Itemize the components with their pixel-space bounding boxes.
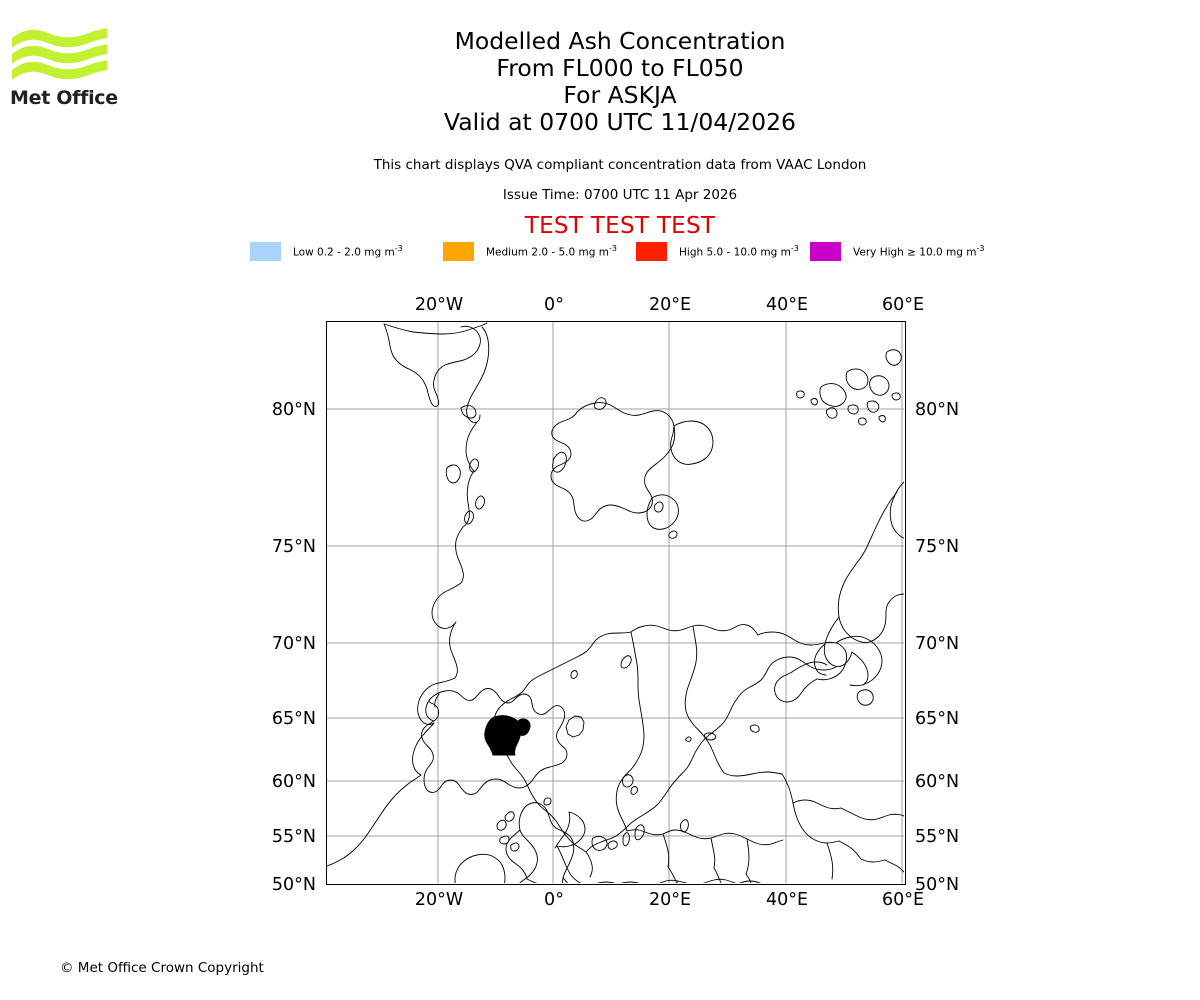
lat-label-left-65°N: 65°N xyxy=(271,709,316,729)
chart-subtitle-block: This chart displays QVA compliant concen… xyxy=(240,155,1000,205)
lat-label-left-55°N: 55°N xyxy=(271,827,316,847)
legend-label-high: High 5.0 - 10.0 mg m-3 xyxy=(679,244,799,259)
test-banner: TEST TEST TEST xyxy=(524,213,716,239)
lat-label-left-60°N: 60°N xyxy=(271,772,316,792)
lat-label-right-50°N: 50°N xyxy=(915,875,960,895)
valid-time-line: Valid at 0700 UTC 11/04/2026 xyxy=(444,108,796,136)
legend-swatch-medium xyxy=(443,241,474,261)
map-gridlines xyxy=(327,322,904,883)
legend-entry-high: High 5.0 - 10.0 mg m-3 xyxy=(636,241,799,261)
lat-label-right-75°N: 75°N xyxy=(915,537,960,557)
lat-label-right-70°N: 70°N xyxy=(915,634,960,654)
legend-swatch-high xyxy=(636,241,667,261)
volcano-name-line: For ASKJA xyxy=(563,81,677,109)
lat-label-left-75°N: 75°N xyxy=(271,537,316,557)
copyright-footer: © Met Office Crown Copyright xyxy=(60,960,264,976)
map-container: 20°W 20°W 0° 0° 20°E 20°E 40°E 40°E 60°E 60°E 80°N… xyxy=(272,295,959,910)
lat-label-left-50°N: 50°N xyxy=(271,875,316,895)
legend-unit-exponent: -3 xyxy=(608,244,617,254)
lat-label-left-80°N: 80°N xyxy=(271,400,316,420)
legend-unit-exponent: -3 xyxy=(394,244,403,254)
lat-label-right-80°N: 80°N xyxy=(915,400,960,420)
legend-unit-exponent: -3 xyxy=(790,244,799,254)
lon-label-bottom-20°E: 20°E xyxy=(648,890,692,910)
flight-level-line: From FL000 to FL050 xyxy=(496,54,744,82)
legend-label-low: Low 0.2 - 2.0 mg m-3 xyxy=(293,244,403,259)
lat-label-right-65°N: 65°N xyxy=(915,709,960,729)
lat-label-right-55°N: 55°N xyxy=(915,827,960,847)
page-title: Modelled Ash Concentration xyxy=(454,27,786,55)
legend-unit-exponent: -3 xyxy=(976,244,985,254)
legend-label-medium: Medium 2.0 - 5.0 mg m-3 xyxy=(486,244,617,259)
legend-entry-low: Low 0.2 - 2.0 mg m-3 xyxy=(250,241,403,261)
lon-label-bottom-0°: 0° xyxy=(544,890,564,910)
lon-label-top-0°: 0° xyxy=(544,295,564,315)
lat-label-left-70°N: 70°N xyxy=(271,634,316,654)
legend-swatch-low xyxy=(250,241,281,261)
map-coastlines xyxy=(327,322,904,883)
legend-swatch-very-high xyxy=(810,241,841,261)
lon-label-bottom-40°E: 40°E xyxy=(765,890,809,910)
legend-entry-very-high: Very High ≥ 10.0 mg m-3 xyxy=(810,241,984,261)
lon-label-top-20°W: 20°W xyxy=(414,295,464,315)
met-office-wave-mark xyxy=(12,28,107,80)
lon-label-top-20°E: 20°E xyxy=(648,295,692,315)
lon-label-bottom-60°E: 60°E xyxy=(881,890,925,910)
issue-time: Issue Time: 0700 UTC 11 Apr 2026 xyxy=(502,187,738,203)
chart-title-block: Modelled Ash Concentration From FL000 to… xyxy=(240,28,1000,136)
lon-label-top-40°E: 40°E xyxy=(765,295,809,315)
legend-label-very-high: Very High ≥ 10.0 mg m-3 xyxy=(853,244,985,259)
lat-label-right-60°N: 60°N xyxy=(915,772,960,792)
lon-label-top-60°E: 60°E xyxy=(881,295,925,315)
met-office-logo: Met Office xyxy=(10,26,210,116)
map-frame xyxy=(326,321,906,885)
concentration-legend: Low 0.2 - 2.0 mg m-3 Medium 2.0 - 5.0 mg … xyxy=(250,241,990,261)
met-office-logo-text: Met Office xyxy=(10,87,118,109)
legend-entry-medium: Medium 2.0 - 5.0 mg m-3 xyxy=(443,241,617,261)
map-plot xyxy=(327,322,904,883)
lon-label-bottom-20°W: 20°W xyxy=(414,890,464,910)
qva-note: This chart displays QVA compliant concen… xyxy=(373,157,867,173)
